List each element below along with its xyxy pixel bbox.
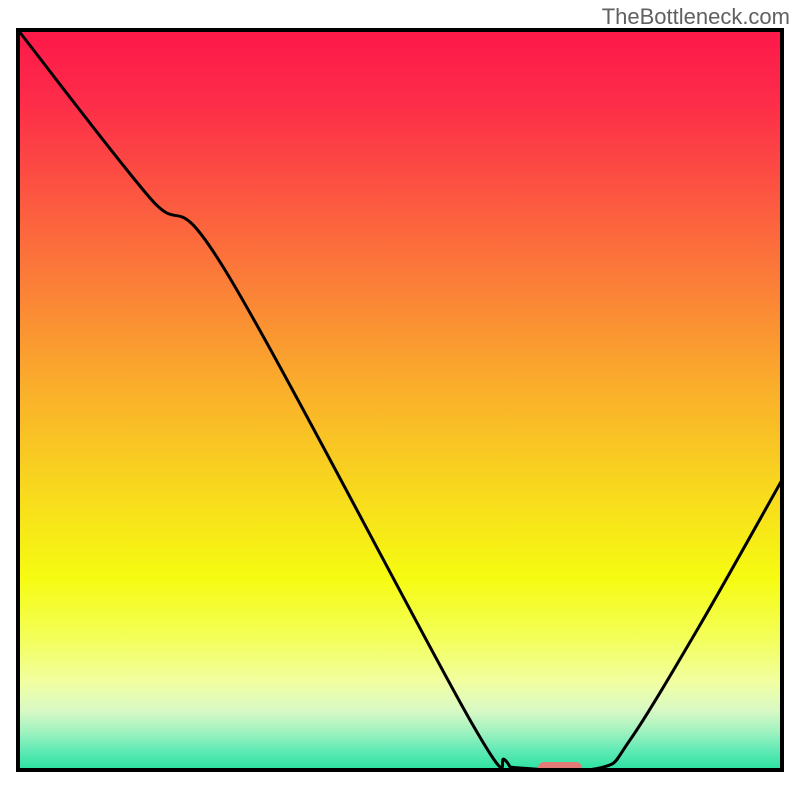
gradient-chart bbox=[0, 0, 800, 800]
chart-container: TheBottleneck.com bbox=[0, 0, 800, 800]
watermark-text: TheBottleneck.com bbox=[602, 4, 790, 30]
plot-background bbox=[18, 30, 782, 770]
